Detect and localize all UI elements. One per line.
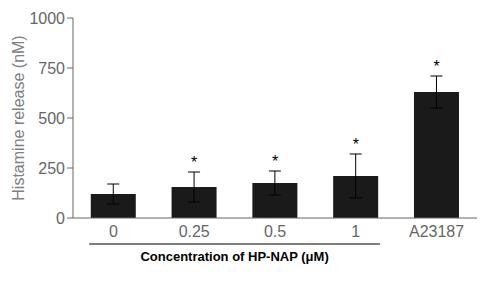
svg-text:Concentration of HP-NAP (μM): Concentration of HP-NAP (μM) [140,249,328,264]
svg-text:*: * [272,153,278,170]
svg-text:*: * [353,136,359,153]
svg-text:0: 0 [56,210,65,227]
svg-text:0: 0 [109,223,118,240]
svg-text:A23187: A23187 [409,223,464,240]
svg-text:0.25: 0.25 [179,223,210,240]
svg-text:*: * [191,154,197,171]
svg-text:250: 250 [38,160,65,177]
svg-text:Histamine release (nM): Histamine release (nM) [10,35,27,200]
svg-text:750: 750 [38,60,65,77]
svg-text:1000: 1000 [29,10,65,27]
svg-text:0.5: 0.5 [264,223,286,240]
svg-text:500: 500 [38,110,65,127]
svg-text:1: 1 [351,223,360,240]
svg-text:*: * [433,58,439,75]
